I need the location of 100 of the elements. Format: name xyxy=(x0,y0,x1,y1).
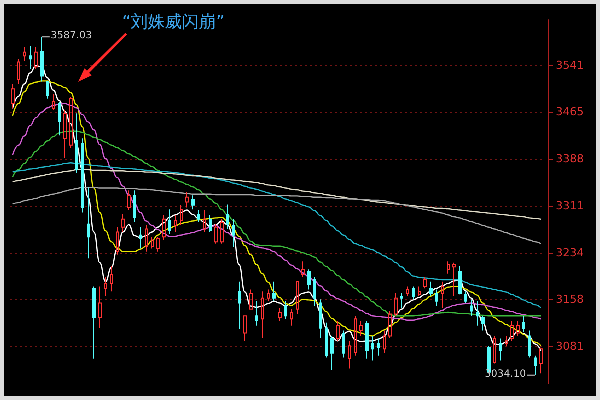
candlestick xyxy=(325,322,328,358)
candlestick xyxy=(319,299,322,339)
y-tick-label: 3158 xyxy=(556,293,584,306)
candlestick xyxy=(145,225,148,252)
candlestick xyxy=(87,187,90,260)
annotation: 3587.03 xyxy=(50,30,92,42)
candlestick xyxy=(528,330,531,358)
candlestick xyxy=(388,310,392,339)
candlestick xyxy=(354,316,357,356)
candlestick xyxy=(406,286,409,298)
candlestick xyxy=(98,286,102,329)
annotation: “刘姝威闪崩” xyxy=(122,12,226,32)
candlestick xyxy=(516,320,520,337)
candlestick xyxy=(342,330,345,358)
candlestick xyxy=(232,218,235,248)
candlestick xyxy=(383,330,386,354)
candlestick xyxy=(481,316,485,332)
candlestick xyxy=(226,204,229,230)
candlestick xyxy=(365,320,369,360)
line-series xyxy=(12,162,542,309)
candlestick xyxy=(284,300,287,320)
candlestick xyxy=(197,210,200,223)
y-tick-label: 3465 xyxy=(556,105,584,118)
candlestick xyxy=(11,84,15,110)
candlestick xyxy=(301,261,305,278)
candlestick xyxy=(46,81,49,100)
candlestick xyxy=(278,308,282,322)
candlestick xyxy=(418,286,421,298)
candlestick xyxy=(191,195,195,210)
candlestick xyxy=(127,190,131,211)
candlestick xyxy=(249,289,253,310)
candlestick xyxy=(238,281,241,330)
candlestick xyxy=(23,47,26,62)
candlestick xyxy=(313,276,316,307)
candlestick xyxy=(499,338,502,362)
candlestick xyxy=(69,96,73,149)
candlestick xyxy=(539,347,543,374)
candlestick xyxy=(121,214,125,233)
y-tick-label: 3541 xyxy=(556,58,584,72)
candlestick xyxy=(214,224,218,244)
candlestick xyxy=(336,320,340,342)
candlestick xyxy=(63,110,67,159)
candlestick xyxy=(185,192,189,208)
candlestick xyxy=(52,94,55,112)
candlestick xyxy=(116,226,119,256)
candlestick xyxy=(17,58,20,85)
candlestick xyxy=(29,46,32,70)
candlestick xyxy=(139,226,142,250)
candlestick xyxy=(133,190,136,223)
y-tick-label: 3234 xyxy=(556,246,584,260)
candlestick xyxy=(81,138,84,214)
candlestick xyxy=(394,292,398,317)
candlestick xyxy=(34,47,38,70)
candlestick xyxy=(104,276,107,298)
candlestick xyxy=(452,262,456,298)
candlestick xyxy=(377,338,380,356)
candlestick xyxy=(441,281,444,309)
candlestick xyxy=(464,291,467,304)
candlestick xyxy=(209,214,212,233)
candlestick xyxy=(75,113,78,174)
candlestick xyxy=(156,236,160,252)
candlestick xyxy=(220,218,224,244)
candlestick xyxy=(267,289,270,302)
candlestick xyxy=(510,320,514,342)
candlestick xyxy=(243,316,247,342)
y-tick-label: 3081 xyxy=(556,340,584,354)
candlestick xyxy=(272,281,276,302)
candlestick xyxy=(470,299,473,317)
candlestick xyxy=(435,289,438,307)
candlestick xyxy=(174,214,177,233)
candlestick xyxy=(255,300,258,326)
candlestick xyxy=(371,336,374,362)
candlestick xyxy=(429,281,433,298)
y-tick-label: 3388 xyxy=(556,152,584,166)
candlestick xyxy=(522,316,525,332)
candlestick xyxy=(458,266,462,296)
candlestick xyxy=(493,336,496,364)
candlestick xyxy=(296,281,299,315)
candlestick xyxy=(203,210,206,233)
line-series xyxy=(12,169,542,220)
candlestick xyxy=(58,101,61,136)
candlestick xyxy=(168,209,171,235)
candlestick xyxy=(307,269,311,290)
candlestick xyxy=(290,308,293,326)
candlestick xyxy=(412,286,415,300)
candlestick xyxy=(180,204,183,226)
candlestick xyxy=(110,266,113,292)
candlestick xyxy=(476,300,479,326)
candlestick xyxy=(162,214,166,241)
candlestick xyxy=(330,336,334,372)
candlestick xyxy=(261,291,264,339)
candlestick xyxy=(423,276,427,290)
candlestick xyxy=(348,340,351,370)
candlestick xyxy=(40,36,44,82)
line-series xyxy=(12,187,542,245)
candlestick xyxy=(359,320,363,337)
candlestick xyxy=(151,236,154,250)
candlestick xyxy=(92,286,96,360)
candlestick xyxy=(505,336,508,347)
annotation: 3034.10 xyxy=(484,368,526,380)
